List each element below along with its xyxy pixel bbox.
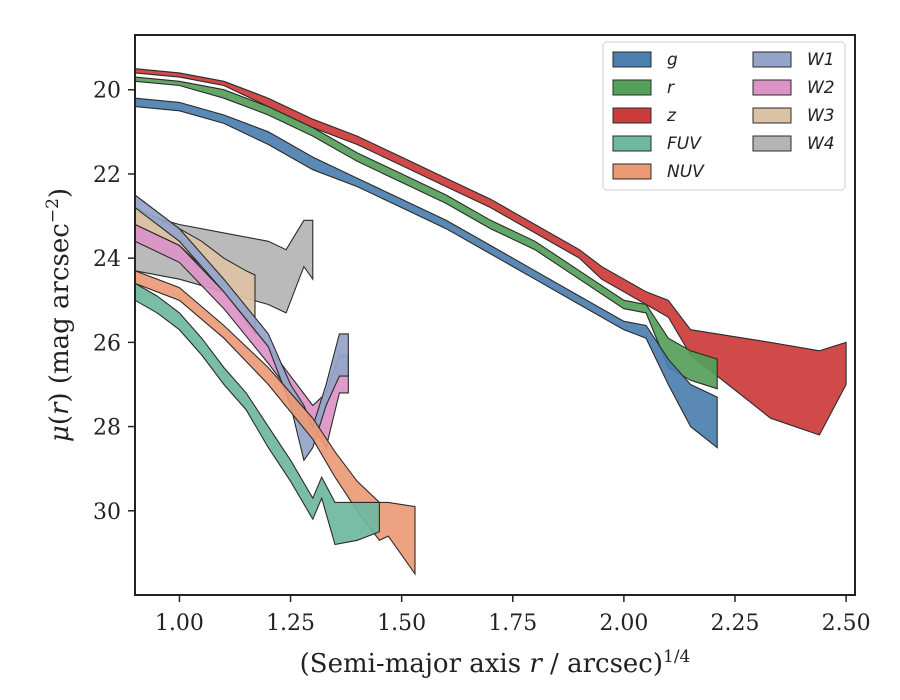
x-axis-label: (Semi-major axis r / arcsec)1/4 bbox=[300, 647, 691, 679]
y-tick-label: 20 bbox=[93, 79, 121, 104]
band-nuv bbox=[135, 270, 416, 576]
legend-item-w1: W1 bbox=[752, 50, 835, 70]
band-g bbox=[135, 97, 718, 449]
legend: grz FUV NUV W1 W2 W3 W4 bbox=[602, 41, 846, 191]
y-tick-label: 30 bbox=[93, 500, 121, 525]
plot-frame bbox=[134, 34, 856, 596]
plot-area bbox=[135, 68, 847, 576]
legend-swatch bbox=[612, 51, 652, 68]
legend-swatch bbox=[612, 79, 652, 96]
legend-swatch bbox=[612, 107, 652, 124]
legend-swatch bbox=[752, 51, 792, 68]
x-tick-label: 2.25 bbox=[711, 611, 760, 636]
legend-label: r bbox=[667, 78, 675, 98]
legend-label: z bbox=[666, 106, 677, 126]
legend-swatch bbox=[612, 135, 652, 152]
legend-swatch bbox=[752, 135, 792, 152]
legend-swatch bbox=[752, 79, 792, 96]
legend-item-nuv: NUV bbox=[612, 162, 705, 182]
legend-label: W4 bbox=[807, 134, 835, 154]
legend-label: W3 bbox=[807, 106, 835, 126]
legend-item-w3: W3 bbox=[752, 106, 835, 126]
x-tick-label: 1.50 bbox=[377, 611, 426, 636]
legend-label: W2 bbox=[807, 78, 835, 98]
legend-frame bbox=[602, 41, 846, 191]
x-tick-label: 1.75 bbox=[488, 611, 537, 636]
legend-item-w2: W2 bbox=[752, 78, 835, 98]
x-tick-label: 2.00 bbox=[599, 611, 648, 636]
legend-item-w4: W4 bbox=[752, 134, 835, 154]
band-w1 bbox=[135, 194, 349, 462]
legend-item-fuv: FUV bbox=[612, 134, 702, 154]
legend-label: g bbox=[667, 50, 678, 70]
y-tick-label: 28 bbox=[93, 416, 121, 441]
legend-swatch bbox=[612, 163, 652, 180]
axes: 1.00 1.25 1.50 1.75 2.00 2.25 2.50 20 22 24 26 28 30 bbox=[93, 34, 871, 636]
legend-label: FUV bbox=[667, 134, 702, 154]
band-z bbox=[135, 68, 847, 436]
band-r bbox=[135, 76, 718, 390]
band-fuv bbox=[135, 282, 380, 546]
legend-label: W1 bbox=[807, 50, 835, 70]
legend-item-z: z bbox=[612, 106, 677, 126]
legend-item-g: g bbox=[612, 50, 678, 70]
legend-label: NUV bbox=[667, 162, 705, 182]
legend-swatch bbox=[752, 107, 792, 124]
y-tick-label: 24 bbox=[93, 247, 121, 272]
y-axis-label: μ(r) (mag arcsec−2) bbox=[43, 188, 75, 442]
x-tick-label: 1.25 bbox=[266, 611, 315, 636]
x-tick-label: 2.50 bbox=[822, 611, 871, 636]
legend-item-r: r bbox=[612, 78, 675, 98]
y-tick-label: 26 bbox=[93, 331, 121, 356]
y-tick-label: 22 bbox=[93, 163, 121, 188]
x-tick-label: 1.00 bbox=[155, 611, 204, 636]
